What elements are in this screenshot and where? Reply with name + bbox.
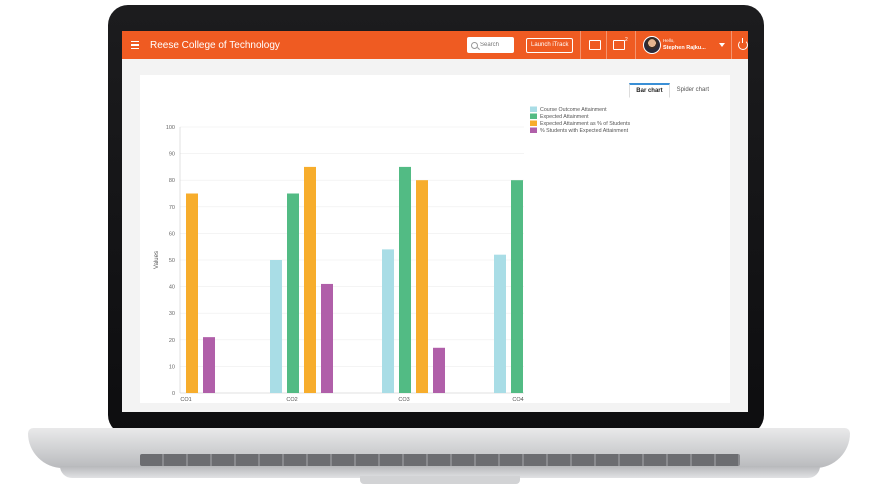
bar-co4-series-1 [511,180,523,393]
top-navigation-bar: Reese College of Technology Launch iTrac… [122,31,748,59]
y-tick-label: 90 [169,152,175,158]
y-tick-label: 30 [169,311,175,317]
bar-co4-series-0 [494,254,506,393]
hamburger-menu-icon[interactable] [126,31,144,59]
legend-entry: Expected Attainment [540,114,589,120]
user-name[interactable]: Stephen Rajku... [663,45,706,51]
user-avatar[interactable] [643,36,661,54]
bar-co2-series-2 [304,166,316,393]
x-tick-label: CO3 [398,397,409,403]
bar-chart: 0 10 20 30 40 50 60 70 80 90 100 Values CO1 CO2 CO3 CO4… [154,106,630,403]
y-tick-label: 60 [169,231,175,237]
y-tick-label: 10 [169,364,175,370]
mail-icon[interactable] [613,40,625,50]
bar-co1-series-3 [203,337,215,393]
bar-co3-series-3 [433,347,445,393]
search-input[interactable] [480,42,512,48]
y-tick-label: 40 [169,285,175,291]
legend-entry: Course Outcome Attainment [540,107,607,113]
bar-co3-series-2 [416,180,428,393]
legend-swatch [530,127,537,133]
app-title: Reese College of Technology [150,39,280,51]
y-tick-label: 70 [169,205,175,211]
search-icon [471,41,478,49]
bar-co3-series-0 [382,249,394,393]
laptop-trackpad [360,476,520,484]
legend-entry: % Students with Expected Attainment [540,128,629,134]
chart-tabs: Bar chart Spider chart [629,83,716,98]
y-tick-label: 100 [166,125,175,131]
chevron-down-icon[interactable] [719,43,725,47]
launch-itrack-button[interactable]: Launch iTrack [526,38,574,53]
laptop-screen: Reese College of Technology Launch iTrac… [122,31,748,412]
legend-swatch [530,120,537,126]
id-card-icon[interactable] [589,40,601,50]
bar-co1-series-2 [186,193,198,393]
power-icon[interactable] [738,38,748,50]
laptop-base-edge [60,466,820,478]
header-divider [606,31,607,59]
x-tick-label: CO1 [180,397,191,403]
search-box[interactable] [467,37,514,53]
bar-co3-series-1 [399,166,411,393]
user-greeting: Hello, [663,38,675,43]
chart-panel: Bar chart Spider chart 0 10 20 30 40 50 60 70 80… [140,75,730,403]
x-tick-label: CO4 [512,397,523,403]
laptop-keyboard [140,454,740,466]
tab-spider-chart[interactable]: Spider chart [676,87,709,93]
header-divider [731,31,732,59]
mail-badge: 2 [625,37,628,43]
x-tick-label: CO2 [286,397,297,403]
legend-swatch [530,106,537,112]
bar-co2-series-3 [321,283,333,393]
y-tick-label: 80 [169,178,175,184]
bar-co2-series-1 [287,193,299,393]
legend-entry: Expected Attainment as % of Students [540,121,630,127]
y-tick-label: 0 [172,391,175,397]
y-tick-label: 20 [169,338,175,344]
header-divider [580,31,581,59]
header-divider [635,31,636,59]
y-tick-label: 50 [169,258,175,264]
tab-bar-chart[interactable]: Bar chart [629,83,670,98]
legend-swatch [530,113,537,119]
y-axis-label: Values [154,251,160,269]
bar-co2-series-0 [270,260,282,393]
